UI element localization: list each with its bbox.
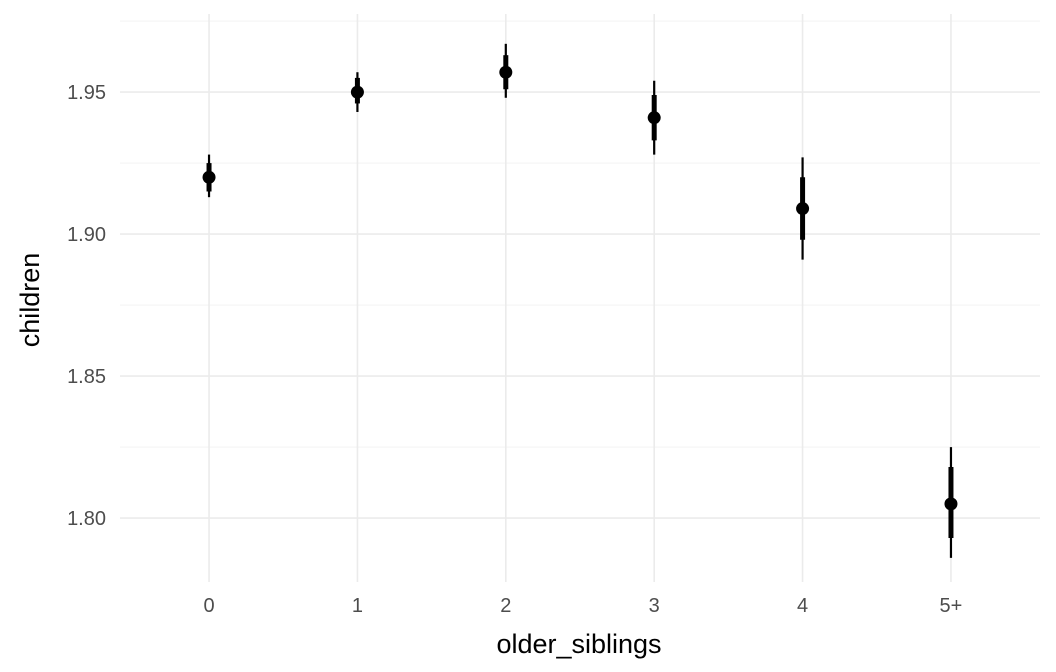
data-point [350,85,364,99]
data-point [202,170,216,184]
x-tick-label: 2 [500,595,511,617]
data-point [944,497,958,511]
y-tick-label: 1.95 [67,82,106,104]
data-point [499,65,513,79]
x-tick-label: 3 [649,595,660,617]
x-tick-label: 1 [352,595,363,617]
x-tick-label: 4 [797,595,808,617]
x-axis-title: older_siblings [496,629,661,659]
data-point [647,111,661,125]
x-axis-ticks: 0 1 2 3 4 5+ [203,595,962,617]
y-tick-label: 1.85 [67,366,106,388]
y-axis-title: children [15,253,45,348]
grid [120,14,1040,582]
x-tick-label: 0 [203,595,214,617]
y-tick-label: 1.80 [67,508,106,530]
y-tick-label: 1.90 [67,224,106,246]
x-tick-label: 5+ [940,595,963,617]
data-point [796,202,810,216]
data-marks [202,43,958,558]
y-axis-ticks: 1.80 1.85 1.90 1.95 [67,82,106,530]
